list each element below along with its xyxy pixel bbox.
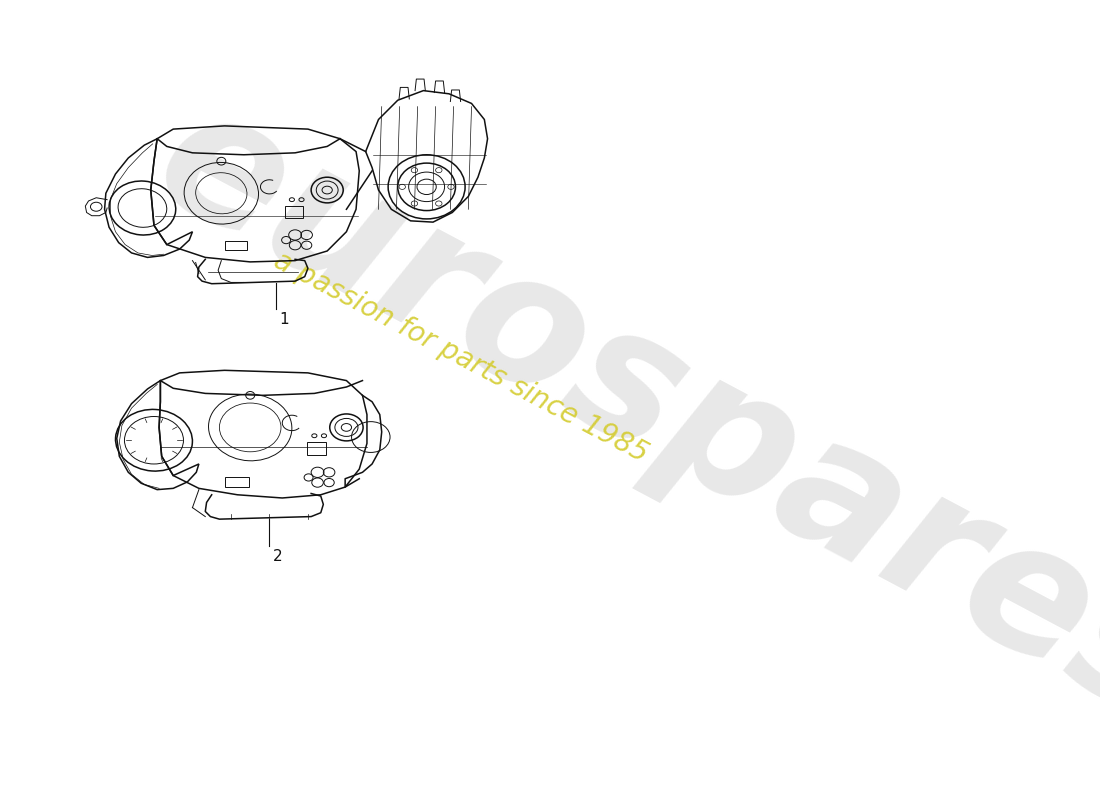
Bar [286,206,304,218]
Text: a passion for parts since 1985: a passion for parts since 1985 [270,246,653,468]
Text: eurospares: eurospares [129,69,1100,760]
Bar [224,242,248,250]
Text: 1: 1 [279,312,288,327]
Text: 2: 2 [273,550,283,564]
Bar [307,442,326,455]
Bar [224,477,249,487]
